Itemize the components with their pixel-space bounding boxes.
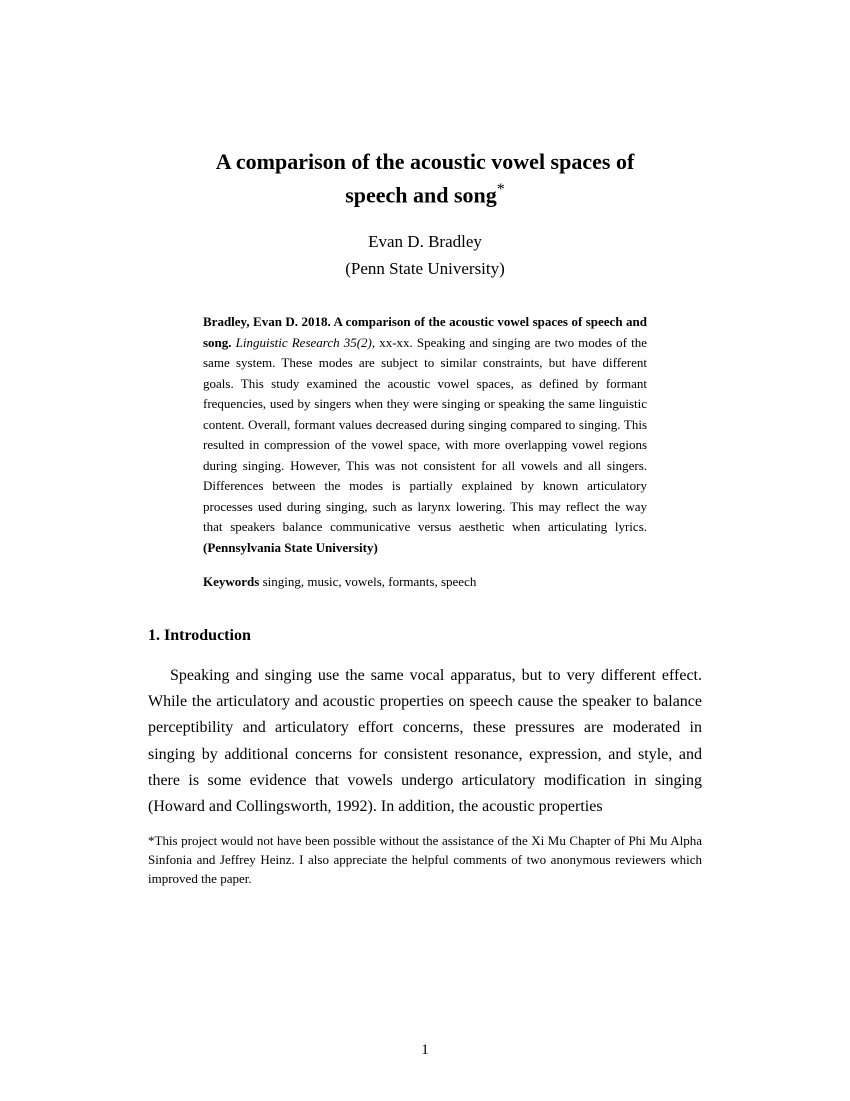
keywords-block: Keywords singing, music, vowels, formant… [148,572,702,593]
citation-journal: Linguistic Research [236,335,344,350]
section-number: 1. [148,627,164,644]
author-affiliation: (Penn State University) [345,259,505,278]
title-line-1: A comparison of the acoustic vowel space… [216,149,635,174]
footnote-text: *This project would not have been possib… [148,832,702,889]
abstract-affiliation: (Pennsylvania State University) [203,540,378,555]
title-asterisk: * [497,181,505,198]
citation-pages: , xx-xx. [372,335,417,350]
citation-author: Bradley, Evan D. 2018. [203,314,333,329]
abstract-text: Speaking and singing are two modes of th… [203,335,647,535]
introduction-paragraph: Speaking and singing use the same vocal … [148,663,702,820]
title-line-2: speech and song [345,182,497,207]
author-name: Evan D. Bradley [368,232,482,251]
abstract-block: Bradley, Evan D. 2018. A comparison of t… [148,312,702,558]
page-number: 1 [0,1042,850,1059]
citation-issue: 35(2) [344,335,372,350]
section-title: Introduction [164,627,251,644]
keywords-label: Keywords [203,574,263,589]
section-heading: 1. Introduction [148,627,702,645]
author-block: Evan D. Bradley (Penn State University) [148,229,702,282]
keywords-text: singing, music, vowels, formants, speech [263,574,477,589]
paper-title: A comparison of the acoustic vowel space… [148,145,702,211]
page-content: A comparison of the acoustic vowel space… [0,0,850,929]
